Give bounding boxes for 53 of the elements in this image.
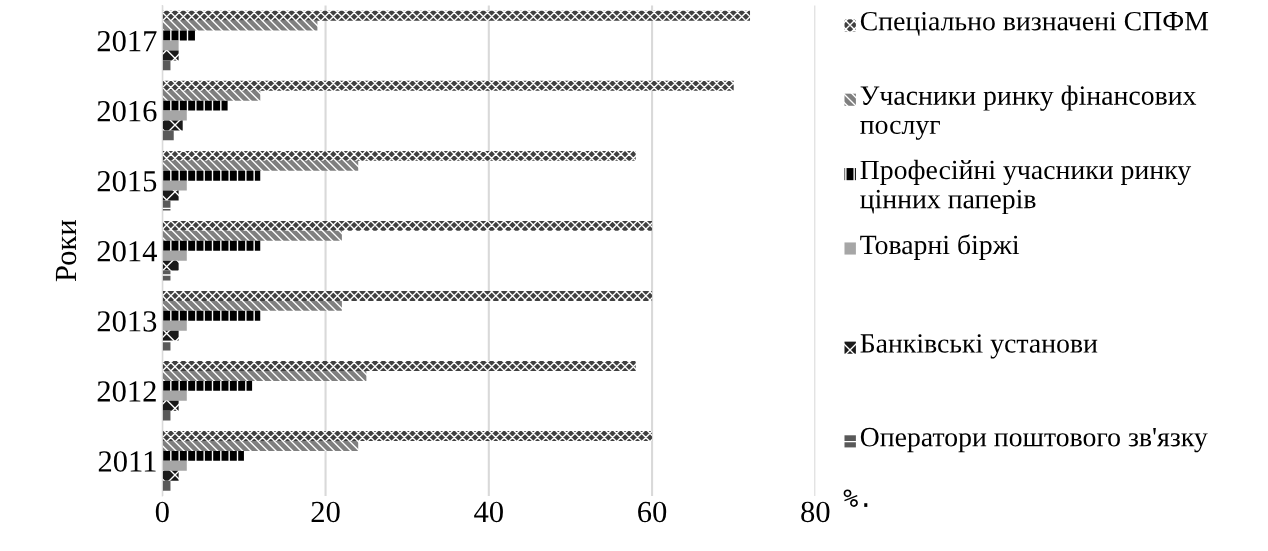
bar (162, 470, 179, 481)
bar (162, 130, 174, 141)
bar (162, 450, 244, 461)
bar (162, 370, 367, 381)
y-tick-label: 2014 (97, 240, 157, 262)
bar (162, 330, 179, 341)
bar (162, 110, 187, 121)
bar (162, 180, 187, 191)
legend-label: Професійні учасники ринку цінних паперів (860, 159, 1192, 215)
x-tick-label: 40 (474, 501, 503, 523)
legend-label: Банківські установи (860, 334, 1098, 359)
bar (162, 431, 653, 442)
legend-label: Оператори поштового зв'язку (860, 427, 1208, 453)
bar (162, 160, 359, 171)
bar (162, 300, 342, 311)
bar (162, 230, 342, 241)
x-tick-label: 60 (638, 501, 667, 523)
bar (162, 380, 253, 391)
bar (162, 220, 653, 231)
y-tick-label: 2011 (98, 451, 156, 472)
bar (162, 361, 636, 371)
bar (162, 100, 228, 111)
y-tick-label: 2017 (97, 30, 157, 52)
bar (162, 250, 187, 261)
bar (162, 260, 179, 271)
bar (162, 390, 187, 401)
legend-label: Учасники ринку фінансових послуг (860, 85, 1197, 140)
bar (162, 150, 636, 161)
text: %. (843, 489, 868, 507)
y-axis-title: Роки (55, 220, 77, 282)
bar (162, 90, 261, 101)
bar (162, 400, 179, 411)
y-tick-label: 2016 (97, 100, 157, 122)
bar (162, 290, 653, 301)
bar (162, 460, 187, 471)
bar (162, 50, 179, 61)
legend-label: Спеціально визначені СПФМ (860, 11, 1209, 36)
x-tick-label: 80 (801, 501, 830, 523)
bar (162, 20, 318, 31)
y-tick-label: 2015 (97, 170, 157, 192)
bar (162, 80, 734, 91)
x-tick-label: 20 (311, 501, 340, 523)
bar (162, 170, 261, 181)
bar (162, 320, 187, 331)
y-tick-label: 2012 (97, 381, 156, 402)
bar (162, 10, 751, 21)
bar (162, 310, 261, 321)
y-tick-label: 2013 (97, 311, 157, 332)
bar (162, 30, 195, 41)
bar (162, 441, 359, 451)
x-tick-label: 0 (155, 501, 169, 523)
legend-label: Товарні біржі (860, 234, 1020, 260)
bar (162, 240, 261, 251)
